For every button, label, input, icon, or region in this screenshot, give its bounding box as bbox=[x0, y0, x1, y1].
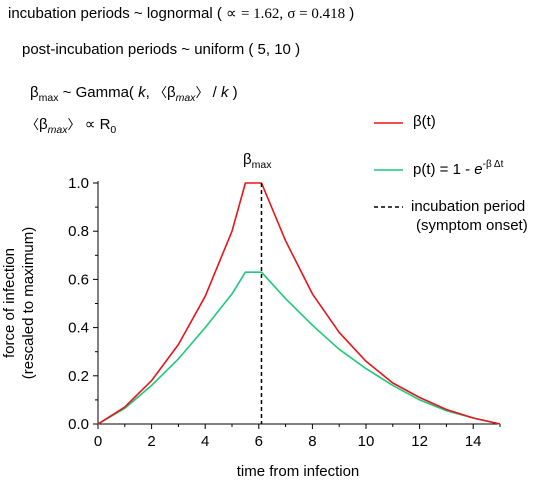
alpha-symbol: ∝ bbox=[226, 6, 237, 22]
comma: , bbox=[145, 84, 150, 101]
x-tick-label: 0 bbox=[94, 433, 102, 450]
gamma-prefix: ~ Gamma( bbox=[62, 84, 134, 101]
x-tick-label: 10 bbox=[358, 433, 375, 450]
annotation-beta: β bbox=[243, 151, 252, 168]
y-tick-label: 0.2 bbox=[68, 368, 89, 385]
beta-series-line bbox=[97, 182, 501, 425]
beta-max-subscript-2: max bbox=[175, 92, 196, 104]
x-tick-label: 12 bbox=[411, 433, 428, 450]
right-angle-2: 〉 bbox=[67, 117, 81, 132]
k-symbol-2: k bbox=[220, 84, 229, 101]
y-tick-label: 0.0 bbox=[68, 416, 89, 433]
k-symbol: k bbox=[138, 84, 146, 101]
alpha-value: = 1.62, bbox=[240, 6, 284, 22]
legend-p-prefix: p(t) = 1 - bbox=[413, 161, 471, 178]
post-incubation-text: post-incubation periods ~ uniform ( 5, 1… bbox=[22, 41, 301, 58]
gamma-suffix: ) bbox=[232, 84, 238, 101]
y-tick-label: 0.8 bbox=[68, 223, 89, 240]
beta-symbol-2: β bbox=[166, 84, 176, 101]
legend-swatches bbox=[374, 122, 403, 208]
legend-p-e: e bbox=[474, 161, 483, 178]
x-tick-label: 8 bbox=[308, 433, 316, 450]
slash: / bbox=[212, 84, 217, 101]
beta-max-distribution-line: βmax ~ Gamma( k, 〈βmax〉 / k ) bbox=[30, 84, 238, 103]
right-angle: 〉 bbox=[195, 85, 209, 100]
left-angle: 〈 bbox=[153, 85, 167, 100]
x-tick-label: 6 bbox=[255, 433, 263, 450]
y-tick-label: 1.0 bbox=[68, 175, 89, 192]
incubation-suffix: ) bbox=[349, 5, 355, 22]
proportional-symbol: ∝ bbox=[84, 116, 96, 133]
legend-incubation-label: incubation period bbox=[411, 198, 526, 215]
beta-max-subscript-3: max bbox=[47, 124, 68, 136]
beta-symbol: β bbox=[30, 84, 39, 101]
proportional-line: 〈βmax〉 ∝ R0 bbox=[26, 116, 116, 135]
legend-incubation-sublabel: (symptom onset) bbox=[416, 217, 528, 234]
r0-subscript: 0 bbox=[110, 124, 117, 136]
beta-max-annotation: βmax bbox=[243, 151, 271, 170]
y-axis-title-line2: (rescaled to maximum) bbox=[20, 227, 37, 380]
y-axis-title-line1: force of infection bbox=[1, 248, 18, 358]
legend-beta-label: β(t) bbox=[413, 113, 436, 130]
y-tick-label: 0.4 bbox=[68, 320, 89, 337]
beta-symbol-3: β bbox=[39, 116, 48, 133]
x-tick-label: 2 bbox=[147, 433, 155, 450]
legend-p-label: p(t) = 1 - e-β Δt bbox=[413, 159, 504, 178]
sigma-value: σ = 0.418 bbox=[287, 6, 346, 22]
left-angle-2: 〈 bbox=[26, 117, 40, 132]
series-group bbox=[97, 182, 501, 425]
x-tick-label: 4 bbox=[201, 433, 209, 450]
post-incubation-line: post-incubation periods ~ uniform ( 5, 1… bbox=[22, 42, 300, 57]
x-tick-label: 14 bbox=[465, 433, 482, 450]
beta-max-subscript: max bbox=[38, 92, 59, 104]
x-axis-title: time from infection bbox=[237, 463, 360, 480]
r0-symbol: R bbox=[99, 116, 111, 133]
annotation-max-subscript: max bbox=[251, 159, 272, 171]
p-series-line bbox=[97, 271, 501, 425]
y-tick-label: 0.6 bbox=[68, 271, 89, 288]
legend-p-exponent: -β Δt bbox=[482, 159, 504, 170]
incubation-prefix: incubation periods ~ lognormal ( bbox=[8, 5, 222, 22]
axes: 0 2 4 6 8 10 12 14 0.0 0.2 0.4 0.6 0.8 1.0 bbox=[68, 175, 501, 450]
incubation-line: incubation periods ~ lognormal ( ∝ = 1.6… bbox=[8, 6, 354, 22]
